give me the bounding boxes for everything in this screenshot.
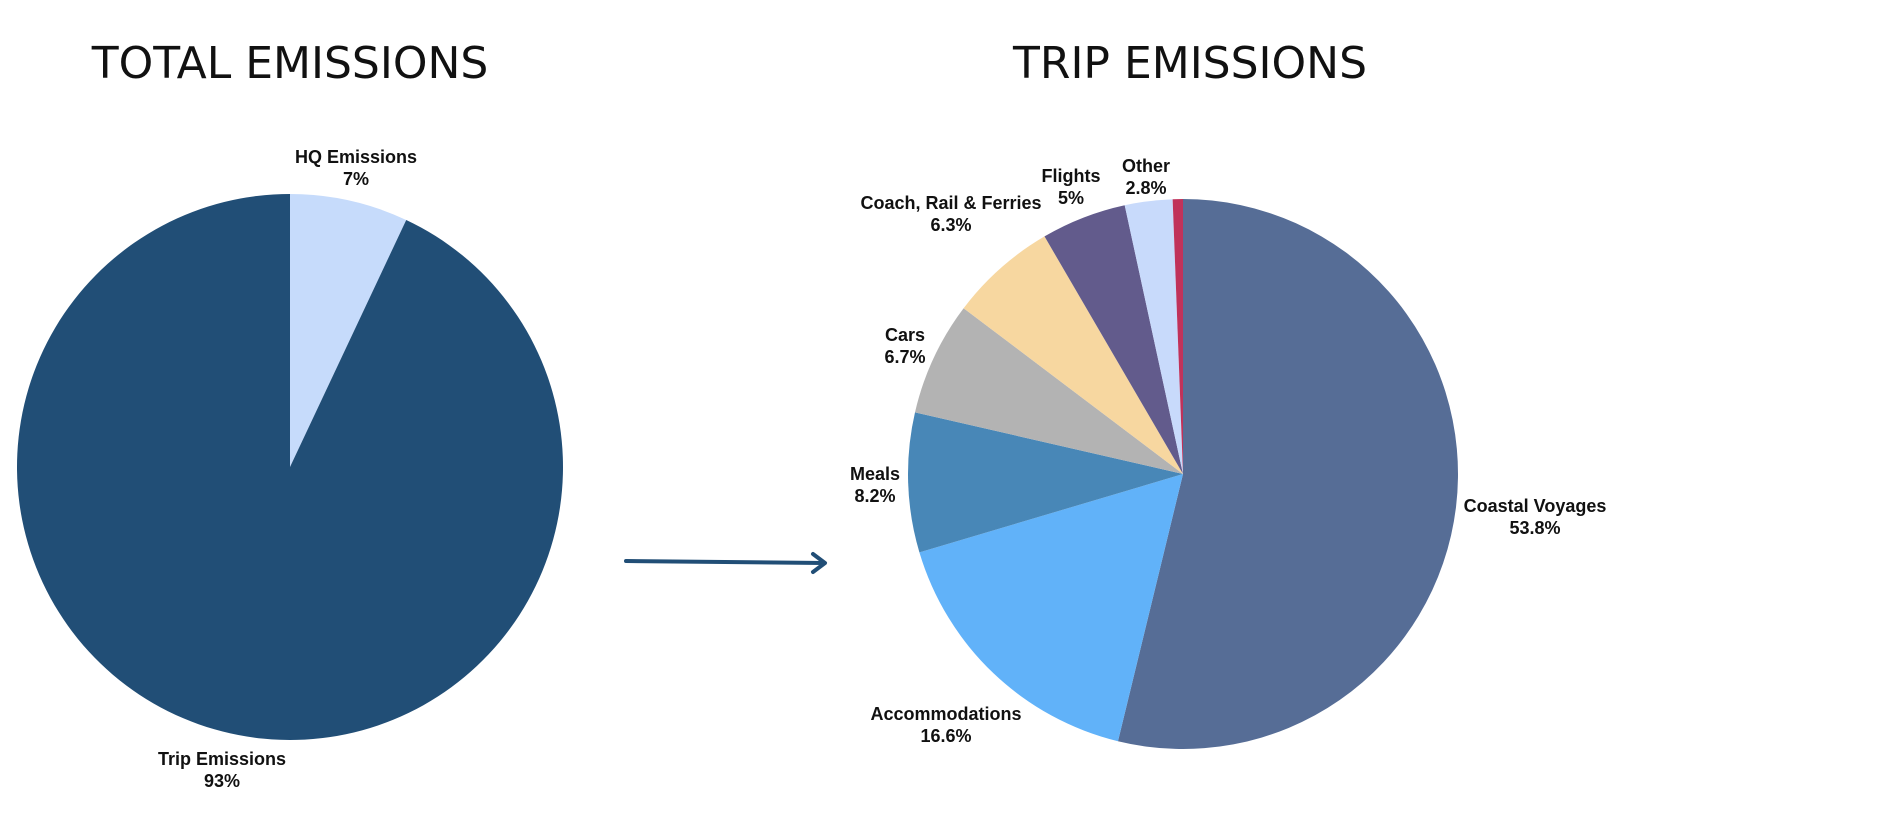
slice-label-flights: Flights 5% [1042,166,1101,208]
slice-label-value: 53.8% [1509,518,1560,538]
pie-slice-coach-rail-ferries [963,236,1183,474]
total-emissions-title: TOTAL EMISSIONS [91,38,489,89]
slice-label-name: Coach, Rail & Ferries [860,193,1041,213]
slice-label-value: 6.3% [930,215,971,235]
slice-label-name: Flights [1042,166,1101,186]
slice-label-value: 2.8% [1125,178,1166,198]
slice-label-meals: Meals 8.2% [850,464,900,506]
slice-label-cars: Cars 6.7% [884,325,925,367]
slice-label-name: HQ Emissions [295,147,417,167]
slice-label-value: 7% [343,169,369,189]
slice-label-other: Other 2.8% [1122,156,1170,198]
slice-label-name: Coastal Voyages [1464,496,1607,516]
slice-label-value: 5% [1058,188,1084,208]
arrow-head-icon [811,552,827,574]
pie-slice-meals [908,412,1183,553]
slice-label-coach-rail-ferries: Coach, Rail & Ferries 6.3% [860,193,1041,235]
slice-label-trip-emissions: Trip Emissions 93% [158,749,286,791]
pie-slice-cars [915,308,1183,474]
slice-label-name: Cars [885,325,925,345]
slice-label-value: 6.7% [884,347,925,367]
slice-label-coastal-voyages: Coastal Voyages 53.8% [1464,496,1607,538]
slice-label-hq-emissions: HQ Emissions 7% [295,147,417,189]
pie-slice-unlabeled [1172,199,1183,474]
pie-slice-trip-emissions [17,194,564,740]
trip-emissions-title: TRIP EMISSIONS [1012,38,1367,89]
pie-slice-coastal-voyages [1117,199,1459,749]
pie-slice-hq-emissions [290,194,407,467]
slice-label-value: 16.6% [920,726,971,746]
pie-slice-accommodations [919,474,1183,742]
slice-label-name: Meals [850,464,900,484]
slice-label-value: 93% [204,771,240,791]
slice-label-name: Other [1122,156,1170,176]
slice-labels: HQ Emissions 7% Trip Emissions 93% Coastal V… [158,147,1606,791]
slice-label-name: Accommodations [870,704,1021,724]
pie-slice-flights [1044,205,1183,474]
slice-label-name: Trip Emissions [158,749,286,769]
arrow-connector [624,552,827,574]
pie-slice-other [1124,199,1183,475]
trip-emissions-pie [908,199,1459,749]
slice-label-value: 8.2% [854,486,895,506]
arrow-line [624,559,826,565]
slice-label-accommodations: Accommodations 16.6% [870,704,1021,746]
total-emissions-pie [17,194,564,740]
